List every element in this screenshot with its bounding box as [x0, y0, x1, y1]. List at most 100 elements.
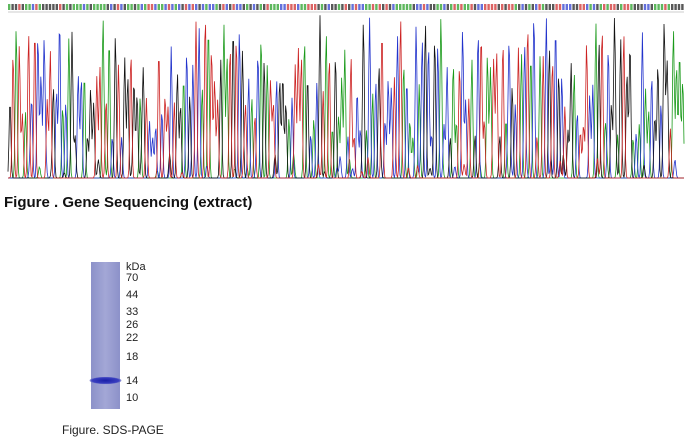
- base-call: [524, 4, 528, 10]
- base-call: [188, 4, 191, 10]
- base-call: [283, 4, 286, 10]
- base-call: [65, 4, 69, 10]
- base-call: [548, 4, 551, 10]
- base-call: [467, 4, 470, 10]
- figure-caption: Figure . Gene Sequencing (extract): [4, 194, 252, 211]
- base-call: [314, 4, 317, 10]
- base-call: [650, 4, 653, 10]
- base-call: [55, 4, 58, 10]
- base-call: [147, 4, 150, 10]
- base-call: [572, 4, 575, 10]
- base-call: [623, 4, 626, 10]
- base-call: [596, 4, 599, 10]
- base-call: [643, 4, 647, 10]
- base-call: [450, 4, 453, 10]
- figure-caption: Figure. SDS-PAGE: [62, 423, 164, 437]
- base-call: [677, 4, 681, 10]
- base-call: [484, 4, 487, 10]
- base-call: [174, 4, 177, 10]
- base-call: [116, 4, 120, 10]
- base-call: [59, 4, 62, 10]
- base-call: [229, 4, 232, 10]
- base-call: [25, 4, 28, 10]
- base-call: [399, 4, 402, 10]
- base-call: [443, 4, 446, 10]
- base-call: [201, 4, 205, 10]
- marker-label: 10: [126, 392, 138, 404]
- base-call: [38, 4, 41, 10]
- base-call: [436, 4, 439, 10]
- base-call: [511, 4, 514, 10]
- base-call: [110, 4, 113, 10]
- base-call: [337, 4, 341, 10]
- base-call: [133, 4, 137, 10]
- base-call: [331, 4, 334, 10]
- base-call: [21, 4, 24, 10]
- marker-label: 70: [126, 272, 138, 284]
- base-call: [212, 4, 215, 10]
- base-call: [501, 4, 504, 10]
- base-call: [579, 4, 582, 10]
- base-call: [487, 4, 490, 10]
- gel-band: [89, 376, 122, 385]
- base-call: [276, 4, 279, 10]
- base-call: [76, 4, 79, 10]
- base-call: [562, 4, 565, 10]
- base-call: [558, 4, 562, 10]
- base-call: [555, 4, 558, 10]
- base-call: [460, 4, 463, 10]
- base-call: [681, 4, 684, 10]
- base-call: [123, 4, 126, 10]
- base-call: [480, 4, 483, 10]
- base-call: [657, 4, 660, 10]
- base-call: [674, 4, 677, 10]
- base-call: [589, 4, 592, 10]
- base-call: [42, 4, 45, 10]
- base-call: [150, 4, 154, 10]
- base-call: [640, 4, 643, 10]
- base-call: [35, 4, 38, 10]
- base-call: [365, 4, 368, 10]
- base-call: [307, 4, 310, 10]
- base-call: [269, 4, 273, 10]
- base-call: [473, 4, 477, 10]
- base-call: [79, 4, 82, 10]
- base-call: [545, 4, 548, 10]
- base-call: [161, 4, 164, 10]
- base-call: [378, 4, 381, 10]
- base-call: [582, 4, 585, 10]
- base-call: [96, 4, 99, 10]
- base-call: [647, 4, 650, 10]
- base-call: [232, 4, 235, 10]
- base-call: [552, 4, 555, 10]
- base-call: [439, 4, 443, 10]
- base-call: [324, 4, 327, 10]
- base-call: [620, 4, 623, 10]
- base-call: [154, 4, 157, 10]
- base-call: [388, 4, 392, 10]
- base-call: [171, 4, 174, 10]
- base-call: [215, 4, 218, 10]
- base-call: [586, 4, 589, 10]
- base-call: [130, 4, 133, 10]
- base-call: [8, 4, 11, 10]
- base-call: [348, 4, 351, 10]
- base-call: [334, 4, 337, 10]
- base-call: [518, 4, 521, 10]
- base-call: [286, 4, 290, 10]
- base-call: [521, 4, 524, 10]
- base-call: [538, 4, 541, 10]
- base-call: [86, 4, 89, 10]
- base-call: [667, 4, 670, 10]
- base-call: [507, 4, 511, 10]
- base-call: [368, 4, 371, 10]
- base-call: [120, 4, 123, 10]
- base-call: [89, 4, 92, 10]
- base-call: [592, 4, 596, 10]
- base-call: [259, 4, 262, 10]
- base-call: [654, 4, 657, 10]
- base-call: [385, 4, 388, 10]
- marker-label: 44: [126, 289, 138, 301]
